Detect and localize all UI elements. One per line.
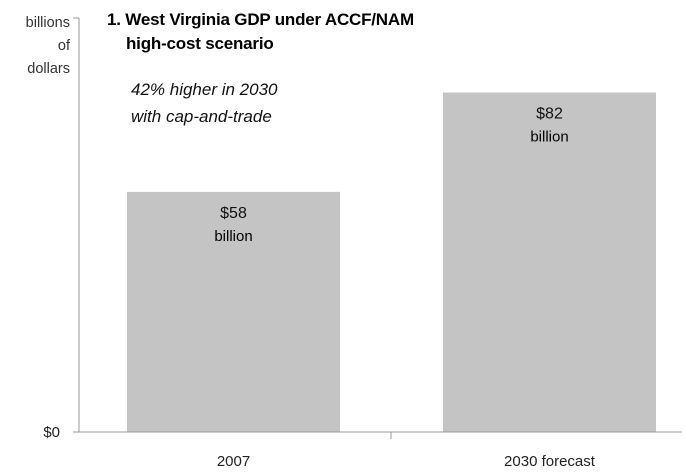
y-axis-label-line3: dollars bbox=[27, 61, 70, 77]
bar-unit-label: billion bbox=[214, 228, 252, 245]
chart-annotation: 42% higher in 2030 with cap-and-trade bbox=[131, 76, 278, 130]
y-axis-label-line1: billions bbox=[25, 15, 70, 31]
bar-value-label: $82 bbox=[536, 106, 563, 123]
chart-title-line2: high-cost scenario bbox=[126, 34, 274, 53]
y-axis-label: billions of dollars bbox=[0, 12, 70, 81]
annotation-line1: 42% higher in 2030 bbox=[131, 80, 278, 99]
chart-title: 1. West Virginia GDP under ACCF/NAM high… bbox=[107, 8, 414, 56]
y-axis-label-line2: of bbox=[57, 38, 70, 54]
chart-title-line1: 1. West Virginia GDP under ACCF/NAM bbox=[107, 10, 414, 29]
annotation-line2: with cap-and-trade bbox=[131, 107, 272, 126]
x-tick-label: 2030 forecast bbox=[504, 453, 596, 470]
bar-value-label: $58 bbox=[220, 205, 247, 222]
bar-unit-label: billion bbox=[530, 129, 568, 146]
y-tick-label: $0 bbox=[43, 424, 60, 441]
bar-2007 bbox=[127, 191, 340, 432]
x-tick-label: 2007 bbox=[217, 453, 250, 470]
bar-2030-forecast bbox=[443, 92, 656, 433]
